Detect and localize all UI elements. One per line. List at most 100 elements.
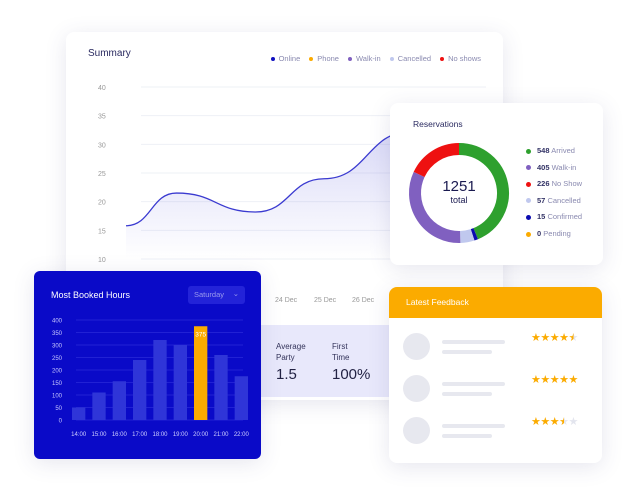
y-tick: 10 xyxy=(98,257,106,264)
donut-slice-walk-in xyxy=(409,171,461,243)
stat-average-party: Average Party 1.5 xyxy=(276,341,316,382)
legend-label: Walk-in xyxy=(551,162,577,172)
star-rating: ★★★★★ xyxy=(531,415,578,428)
legend-dot-icon xyxy=(309,57,314,62)
star-icon: ★ xyxy=(549,416,560,428)
legend-count: 405 xyxy=(537,162,550,172)
star-rating: ★★★★★ xyxy=(531,331,578,344)
reservation-legend-item: 226 No Show xyxy=(526,179,582,188)
legend-label: Cancelled xyxy=(397,54,432,63)
legend-label: Confirmed xyxy=(547,212,583,222)
reservation-legend-item: 15 Confirmed xyxy=(526,212,582,221)
legend-count: 0 xyxy=(537,229,542,238)
star-icon: ★ xyxy=(540,374,550,386)
star-icon: ★ xyxy=(531,374,541,386)
donut-slice-confirmed xyxy=(470,228,478,241)
x-tick: 16:00 xyxy=(112,432,128,438)
hours-bar-chart: 0 50 100 150 200 250 300 350 400 14:00 15:00 16:00 1… xyxy=(52,319,250,439)
day-select-value: Saturday xyxy=(194,290,225,299)
donut-slice-no-show xyxy=(413,143,460,178)
legend-label: Online xyxy=(278,54,301,63)
donut-center: 1251 total xyxy=(429,178,489,205)
legend-label: No Show xyxy=(551,179,583,189)
reservation-legend-item: 57 Cancelled xyxy=(526,196,581,205)
legend-item: Walk-in xyxy=(347,54,381,63)
most-booked-hours-card: Most Booked Hours Saturday ⌄ 0 50 100 150 200… xyxy=(34,271,261,459)
y-tick: 150 xyxy=(52,381,63,387)
bar-18:00 xyxy=(153,340,167,420)
star-icon: ★ xyxy=(531,416,541,428)
area-fill xyxy=(126,131,468,259)
legend-count: 226 xyxy=(537,179,550,189)
summary-legend: Online Phone Walk-in Cancelled No shows xyxy=(270,54,481,63)
legend-item: No shows xyxy=(440,54,481,63)
day-select[interactable]: Saturday ⌄ xyxy=(188,286,245,304)
legend-dot-icon xyxy=(389,57,394,62)
x-tick: 19:00 xyxy=(173,432,189,438)
reservation-legend-item: 405 Walk-in xyxy=(526,163,576,172)
half-star-icon: ★ xyxy=(559,416,569,428)
donut-slice-arrived xyxy=(458,143,509,240)
reservation-legend-item: 0 Pending xyxy=(526,229,571,238)
reservations-donut xyxy=(409,143,509,243)
x-tick: 24 Dec xyxy=(275,297,298,304)
feedback-item[interactable]: ★★★★★ xyxy=(403,373,593,403)
bar-22:00 xyxy=(234,376,248,420)
y-tick: 400 xyxy=(52,319,63,325)
feedback-item[interactable]: ★★★★★ xyxy=(403,415,593,445)
star-icon: ★ xyxy=(540,332,550,344)
legend-dot-icon xyxy=(526,231,531,237)
x-tick: 17:00 xyxy=(132,432,148,438)
star-icon: ★ xyxy=(559,374,569,386)
legend-dot-icon xyxy=(347,57,352,62)
avatar xyxy=(403,375,430,402)
star-icon: ★ xyxy=(568,416,579,428)
legend-count: 548 xyxy=(537,146,550,155)
summary-title: Summary xyxy=(88,48,131,59)
text-placeholder xyxy=(442,340,505,344)
hours-title: Most Booked Hours xyxy=(51,290,131,300)
legend-count: 15 xyxy=(537,212,546,222)
avatar xyxy=(403,417,430,444)
y-tick: 350 xyxy=(52,331,63,337)
y-tick: 30 xyxy=(98,142,106,149)
legend-dot-icon xyxy=(526,214,531,220)
text-placeholder xyxy=(442,350,492,354)
donut-slice-cancelled xyxy=(459,229,475,243)
half-star-icon: ★ xyxy=(568,332,579,344)
legend-item: Online xyxy=(270,54,301,63)
bar-15:00 xyxy=(92,392,106,420)
feedback-item[interactable]: ★★★★★ xyxy=(403,331,593,361)
bar-14:00 xyxy=(72,407,86,420)
x-tick: 20:00 xyxy=(193,432,209,438)
bar-data-label: 375 xyxy=(195,331,206,338)
y-tick: 0 xyxy=(59,419,63,425)
y-tick: 20 xyxy=(98,200,106,207)
y-tick: 50 xyxy=(55,406,62,412)
stat-label: Average Party xyxy=(276,342,306,362)
star-icon: ★ xyxy=(540,416,550,428)
feedback-title: Latest Feedback xyxy=(389,287,602,318)
star-rating: ★★★★★ xyxy=(531,373,578,386)
bar-16:00 xyxy=(112,381,126,420)
legend-dot-icon xyxy=(440,57,445,62)
total-label: total xyxy=(450,195,468,205)
legend-item: Phone xyxy=(309,54,339,63)
star-icon: ★ xyxy=(531,332,541,344)
text-placeholder xyxy=(442,424,505,428)
x-tick: 22:00 xyxy=(234,432,250,438)
star-icon: ★ xyxy=(549,374,560,386)
y-tick: 15 xyxy=(98,228,106,235)
summary-line-chart: 10 15 20 25 30 35 40 xyxy=(98,85,486,264)
latest-feedback-card: Latest Feedback ★★★★★ ★★★★★ ★★★★★ xyxy=(389,287,602,463)
text-placeholder xyxy=(442,392,492,396)
avatar xyxy=(403,333,430,360)
y-tick: 100 xyxy=(52,394,63,400)
legend-dot-icon xyxy=(526,198,531,204)
stat-value: 100% xyxy=(332,366,371,383)
legend-label: Pending xyxy=(543,229,571,238)
y-tick: 300 xyxy=(52,344,63,350)
stat-first-time: First Time 100% xyxy=(332,341,371,383)
reservations-title: Reservations xyxy=(413,119,463,129)
legend-label: Cancelled xyxy=(547,195,581,205)
